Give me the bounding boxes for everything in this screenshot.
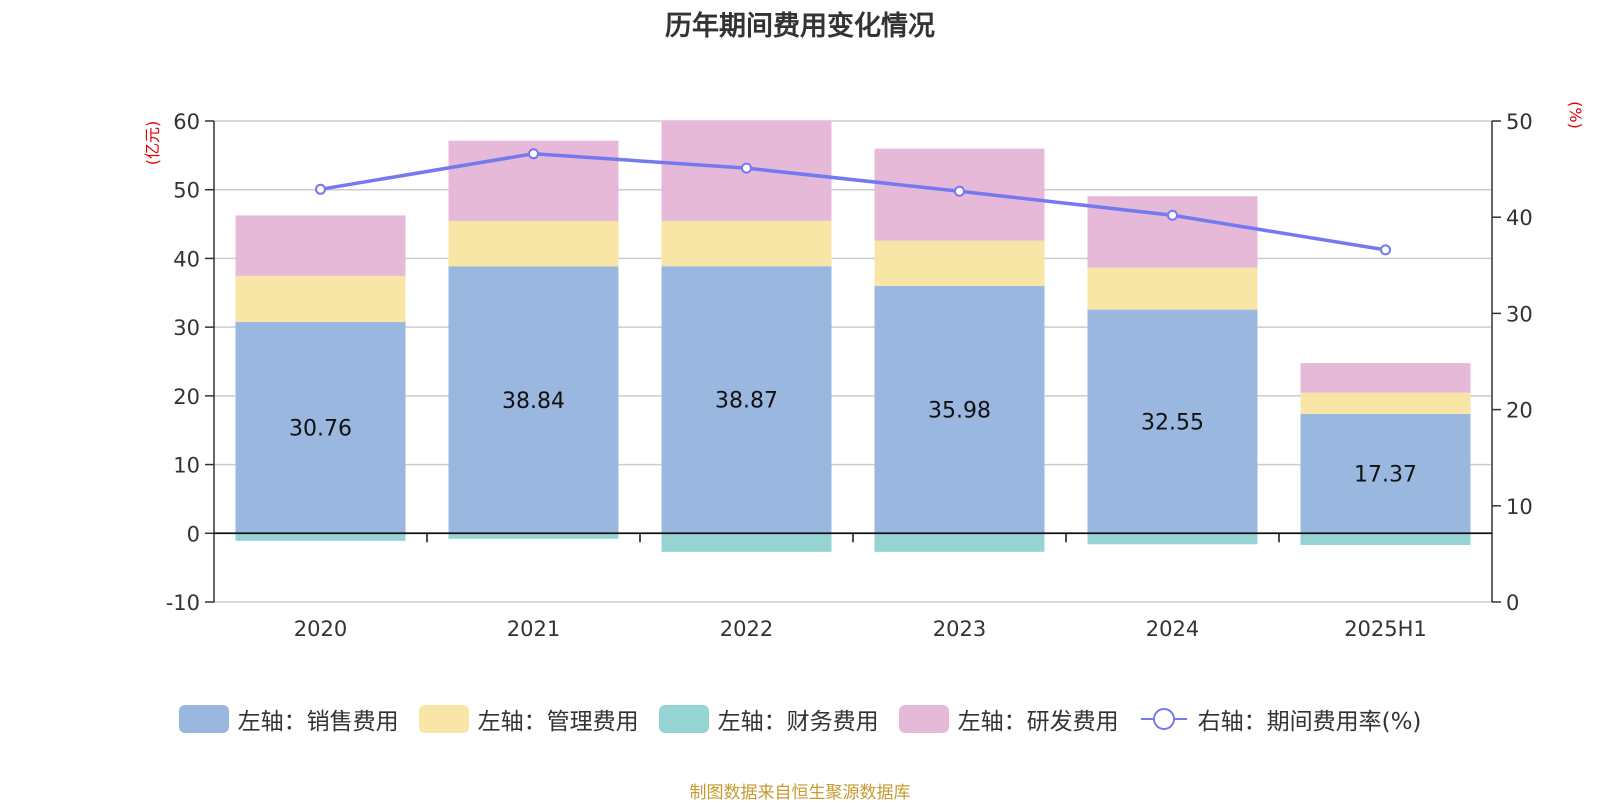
rate-point [528, 148, 539, 160]
rate-point [1380, 244, 1391, 256]
left-tick-label: 30 [173, 316, 200, 340]
right-tick-label: 30 [1506, 302, 1533, 326]
legend-swatch [658, 705, 709, 733]
legend-label: 左轴：研发费用 [957, 709, 1119, 735]
left-tick-label: 10 [173, 454, 200, 478]
legend-swatch [898, 705, 949, 733]
data-label: 38.87 [715, 389, 778, 414]
legend-label: 左轴：财务费用 [717, 709, 879, 735]
bar-2020-series-0 [235, 321, 406, 534]
bar-2024-series-0 [1087, 309, 1258, 534]
bar-2025H1-series-0 [1300, 413, 1471, 534]
right-tick-label: 50 [1506, 110, 1533, 134]
bar-2020-series-2 [235, 533, 406, 541]
legend-item[interactable]: 左轴：财务费用 [658, 702, 879, 736]
legend-label: 左轴：管理费用 [477, 709, 639, 735]
rate-point [315, 183, 326, 195]
legend: 左轴：销售费用 左轴：管理费用 左轴：财务费用 左轴：研发费用 右轴：期间费用率(%) [0, 702, 1600, 736]
left-tick-label: 40 [173, 247, 200, 271]
x-tick-label: 2025H1 [1344, 617, 1427, 641]
rate-point [954, 185, 965, 197]
legend-label: 右轴：期间费用率(%) [1197, 709, 1422, 735]
bar-2025H1-series-3 [1300, 363, 1471, 393]
bar-2021-series-2 [448, 533, 619, 539]
bar-2022-series-1 [661, 220, 832, 267]
left-axis-unit: (亿元) [143, 121, 162, 166]
axes: -10 0 10 20 30 40 50 60 0 10 20 30 40 50 2020 2021 2022 2… [166, 110, 1533, 641]
x-tick-label: 2024 [1146, 617, 1199, 641]
legend-item[interactable]: 左轴：研发费用 [898, 702, 1119, 736]
data-label: 17.37 [1354, 463, 1417, 488]
right-tick-label: 20 [1506, 399, 1533, 423]
data-labels: 30.76 38.84 38.87 35.98 32.55 17.37 [289, 389, 1417, 488]
rate-line [315, 148, 1391, 256]
rate-point [741, 162, 752, 174]
legend-item[interactable]: 左轴：管理费用 [418, 702, 639, 736]
legend-label: 左轴：销售费用 [237, 709, 399, 735]
bar-2023-series-2 [874, 533, 1045, 552]
bar-2021-series-1 [448, 221, 619, 267]
left-tick-label: 60 [173, 110, 200, 134]
left-tick-label: 50 [173, 179, 200, 203]
bar-2020-series-3 [235, 215, 406, 276]
data-label: 32.55 [1141, 410, 1204, 435]
bar-2025H1-series-2 [1300, 533, 1471, 545]
rate-point [1167, 209, 1178, 221]
source-note: 制图数据来自恒生聚源数据库 [689, 783, 911, 803]
x-tick-label: 2023 [933, 617, 986, 641]
bar-2024-series-2 [1087, 533, 1258, 545]
x-tick-label: 2020 [294, 617, 347, 641]
bars [235, 120, 1471, 552]
legend-swatch [178, 705, 229, 733]
bar-2024-series-1 [1087, 267, 1258, 310]
data-label: 35.98 [928, 399, 991, 424]
rate-line-path [320, 151, 1386, 252]
left-tick-label: -10 [166, 591, 200, 615]
chart-title: 历年期间费用变化情况 [665, 11, 935, 42]
x-tick-label: 2022 [720, 617, 773, 641]
bar-2023-series-1 [874, 240, 1045, 287]
right-axis-unit: (%) [1566, 101, 1585, 129]
legend-line-marker-icon [1140, 708, 1187, 730]
right-tick-label: 0 [1506, 591, 1519, 615]
x-tick-label: 2021 [507, 617, 560, 641]
bar-2023-series-0 [874, 286, 1045, 534]
bar-2020-series-1 [235, 275, 406, 322]
data-label: 38.84 [502, 389, 565, 414]
right-tick-label: 10 [1506, 495, 1533, 519]
legend-item[interactable]: 左轴：销售费用 [178, 702, 399, 736]
bar-2022-series-2 [661, 533, 832, 552]
grid-lines [214, 120, 1492, 603]
bar-2021-series-0 [448, 266, 619, 534]
left-tick-label: 20 [173, 385, 200, 409]
legend-swatch [418, 705, 469, 733]
left-tick-label: 0 [187, 522, 200, 546]
right-tick-label: 40 [1506, 206, 1533, 230]
bar-2022-series-0 [661, 266, 832, 534]
bar-2025H1-series-1 [1300, 392, 1471, 414]
legend-item[interactable]: 右轴：期间费用率(%) [1139, 702, 1422, 736]
data-label: 30.76 [289, 417, 352, 442]
